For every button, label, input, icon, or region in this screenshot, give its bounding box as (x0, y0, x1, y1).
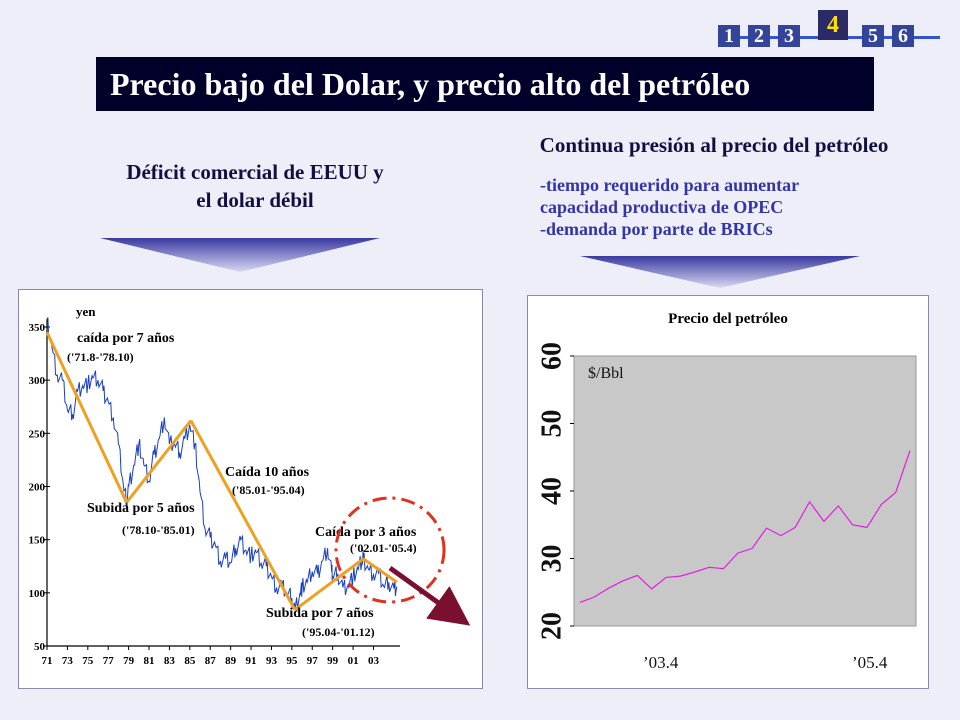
yen-x-tick-label: 03 (368, 655, 380, 667)
oil-x-start-label: ’03.4 (643, 653, 679, 672)
slide-title: Precio bajo del Dolar, y precio alto del… (96, 57, 874, 111)
annotation-range-2: ('78.10-'85.01) (122, 523, 195, 537)
yen-x-tick-label: 81 (144, 655, 155, 667)
yen-y-tick-label: 300 (29, 375, 46, 387)
annotation-range-3: ('85.01-'95.04) (232, 483, 305, 497)
annotation-label-5: Caída por 3 años (315, 525, 417, 540)
bullet-3: -demanda por parte de BRICs (540, 219, 773, 239)
oil-y-tick-label: 50 (536, 410, 567, 438)
nav-item-1[interactable]: 1 (718, 25, 740, 47)
nav-item-2[interactable]: 2 (748, 25, 770, 47)
left-heading-line2: el dolar débil (196, 188, 314, 212)
yen-y-tick-label: 150 (29, 535, 46, 547)
yen-chart: yen 50 100 150 200 250 300 350 71 73 75 77 79 81 83 85… (29, 304, 417, 667)
left-down-arrow (100, 238, 380, 272)
yen-unit-label: yen (76, 304, 96, 319)
downtrend-arrow (388, 565, 471, 626)
oil-x-end-label: ’05.4 (852, 653, 888, 672)
oil-plot-area (573, 355, 917, 627)
annotation-range-1: ('71.8-'78.10) (67, 350, 134, 364)
yen-x-tick-label: 73 (62, 655, 74, 667)
yen-x-tick-label: 01 (348, 655, 359, 667)
nav-item-6[interactable]: 6 (892, 25, 914, 47)
yen-x-tick-label: 83 (164, 655, 176, 667)
yen-x-tick-label: 95 (286, 655, 298, 667)
oil-chart-panel: Precio del petróleo $/Bbl 20 30 40 50 60 ’03… (527, 295, 929, 689)
highlight-circle (334, 496, 446, 604)
annotation-label-2: Subida por 5 años (87, 501, 195, 516)
oil-y-tick-label: 60 (536, 342, 567, 370)
oil-unit-label: $/Bbl (588, 365, 624, 382)
yen-trend-segment (362, 557, 398, 584)
yen-x-tick-label: 93 (266, 655, 278, 667)
oil-chart-title: Precio del petróleo (668, 311, 788, 327)
oil-y-tick-label: 40 (536, 477, 567, 505)
yen-y-tick-label: 200 (29, 482, 46, 494)
left-heading-line1: Déficit comercial de EEUU y (126, 160, 384, 184)
yen-x-tick-label: 75 (82, 655, 94, 667)
annotation-label-4: Subida por 7 años (266, 606, 374, 621)
yen-trend-segment (294, 557, 365, 612)
oil-chart: Precio del petróleo $/Bbl 20 30 40 50 60 ’03… (536, 311, 917, 678)
oil-y-tick-label: 20 (536, 612, 567, 640)
yen-trend-segment (125, 419, 193, 504)
nav-item-4-active[interactable]: 4 (818, 10, 848, 40)
right-down-arrow (580, 256, 860, 288)
yen-y-tick-label: 250 (29, 428, 46, 440)
yen-x-tick-label: 85 (184, 655, 196, 667)
yen-x-tick-label: 89 (225, 655, 237, 667)
yen-x-tick-label: 71 (42, 655, 53, 667)
oil-y-tick-label: 30 (536, 545, 567, 573)
yen-y-tick-label: 350 (29, 322, 46, 334)
annotation-label-3: Caída 10 años (225, 465, 310, 480)
right-heading: Continua presión al precio del petróleo (539, 133, 889, 157)
annotation-label-1: caída por 7 años (77, 331, 175, 346)
yen-y-tick-label: 100 (29, 588, 46, 600)
bullet-1: -tiempo requerido para aumentar (540, 175, 800, 195)
yen-x-tick-label: 87 (205, 655, 217, 667)
yen-trend-segment (45, 331, 128, 504)
annotation-range-5: ('02.01-'05.4) (350, 541, 417, 555)
yen-x-tick-label: 91 (246, 655, 257, 667)
highlight-overlay (334, 496, 471, 626)
oil-price-line (579, 450, 911, 603)
left-heading: Déficit comercial de EEUU y el dolar déb… (70, 158, 440, 214)
annotation-range-4: ('95.04-'01.12) (302, 625, 375, 639)
right-bullets: -tiempo requerido para aumentar capacida… (540, 174, 940, 240)
yen-trend-segment (189, 419, 297, 611)
nav-item-3[interactable]: 3 (778, 25, 800, 47)
yen-x-tick-label: 79 (123, 655, 135, 667)
yen-y-tick-label: 50 (34, 641, 46, 653)
yen-chart-panel: yen 50 100 150 200 250 300 350 71 73 75 77 79 81 83 85… (18, 289, 483, 689)
yen-x-tick-label: 97 (307, 655, 319, 667)
yen-exchange-rate-line (46, 317, 398, 610)
yen-x-tick-label: 77 (103, 655, 115, 667)
bullet-2: capacidad productiva de OPEC (540, 197, 784, 217)
nav-item-5[interactable]: 5 (862, 25, 884, 47)
yen-x-tick-label: 99 (327, 655, 339, 667)
